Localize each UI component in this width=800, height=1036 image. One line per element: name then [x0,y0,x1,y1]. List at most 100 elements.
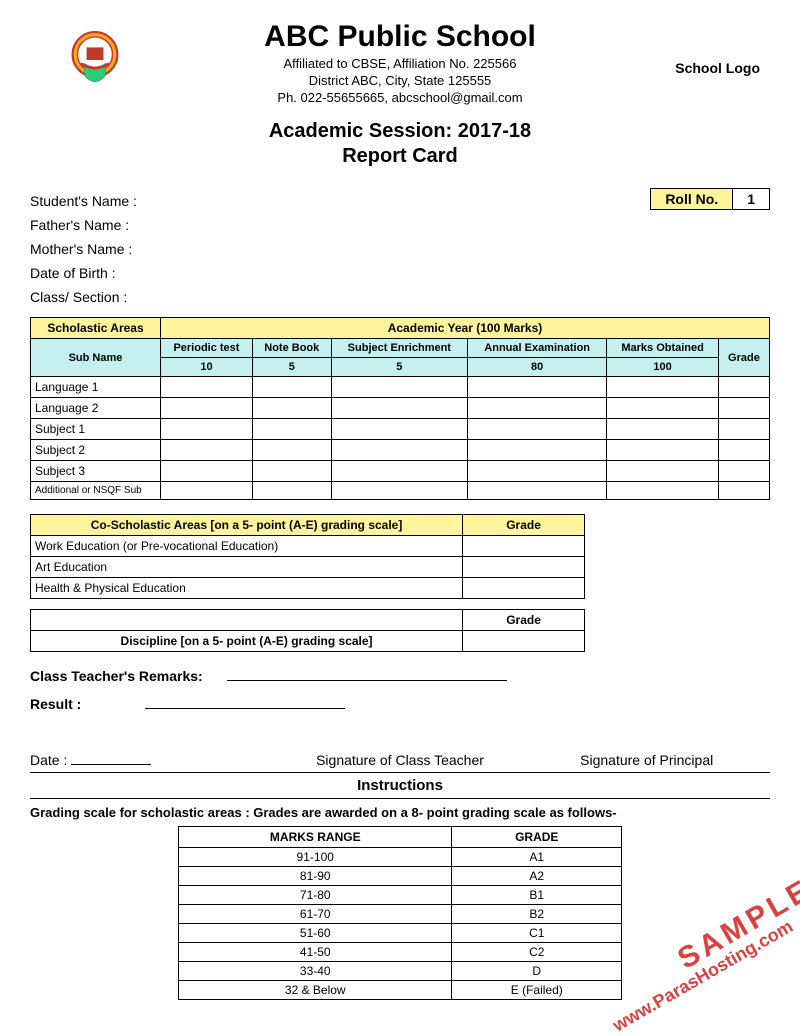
col-annual: Annual Examination [468,339,607,358]
report-card-title: Report Card [30,145,770,168]
grade-value: C2 [452,943,622,962]
table-row: 32 & BelowE (Failed) [179,981,622,1000]
affiliation-line-3: Ph. 022-55655665, abcschool@gmail.com [30,90,770,105]
grade-value: B2 [452,905,622,924]
grade-header: GRADE [452,827,622,848]
table-row: Subject 2 [31,440,770,461]
max-marks: 100 [607,358,719,377]
table-row: Health & Physical Education [31,578,585,599]
remarks-row: Class Teacher's Remarks: [30,668,770,684]
remarks-line [227,680,507,681]
result-line [145,708,345,709]
table-row: Subject 1 [31,419,770,440]
table-row: Language 2 [31,398,770,419]
grading-text: Grading scale for scholastic areas : Gra… [30,805,770,820]
student-info-block: Student's Name : Roll No.1 Father's Name… [30,193,770,305]
co-area: Health & Physical Education [31,578,463,599]
marks-range: 32 & Below [179,981,452,1000]
marks-range: 33-40 [179,962,452,981]
header: School Logo ABC Public School Affiliated… [30,20,770,168]
result-row: Result : [30,696,770,712]
table-row: Additional or NSQF Sub [31,482,770,500]
col-marks: Marks Obtained [607,339,719,358]
roll-no-value: 1 [733,188,770,210]
grading-scale-table: MARKS RANGE GRADE 91-100A181-90A271-80B1… [178,826,622,1000]
teacher-signature: Signature of Class Teacher [277,752,524,768]
class-section-label: Class/ Section : [30,289,770,305]
co-scholastic-table: Co-Scholastic Areas [on a 5- point (A-E)… [30,514,585,599]
roll-no-label: Roll No. [650,188,733,210]
watermark: SAMPLE www.ParasHosting.com [594,873,800,1036]
table-row: Language 1 [31,377,770,398]
marks-range: 71-80 [179,886,452,905]
table-row: 71-80B1 [179,886,622,905]
session-title: Academic Session: 2017-18 [30,120,770,143]
divider [30,798,770,799]
subject-name: Language 1 [31,377,161,398]
school-crest-icon [60,25,130,95]
grade-value: E (Failed) [452,981,622,1000]
scholastic-areas-header: Scholastic Areas [31,318,161,339]
marks-range: 91-100 [179,848,452,867]
date-label: Date : [30,752,67,768]
dob-label: Date of Birth : [30,265,770,281]
sub-name-header: Sub Name [31,339,161,377]
student-name-label: Student's Name : [30,193,137,209]
affiliation-line-1: Affiliated to CBSE, Affiliation No. 2255… [30,56,770,71]
col-notebook: Note Book [252,339,331,358]
subject-name: Subject 2 [31,440,161,461]
remarks-label: Class Teacher's Remarks: [30,668,203,684]
table-row: 33-40D [179,962,622,981]
instructions-title: Instructions [30,777,770,794]
academic-year-header: Academic Year (100 Marks) [161,318,770,339]
max-periodic: 10 [161,358,253,377]
col-enrichment: Subject Enrichment [331,339,467,358]
marks-range: 81-90 [179,867,452,886]
grade-value: A1 [452,848,622,867]
father-name-label: Father's Name : [30,217,770,233]
marks-range-header: MARKS RANGE [179,827,452,848]
table-row: 51-60C1 [179,924,622,943]
discipline-table: Grade Discipline [on a 5- point (A-E) gr… [30,609,585,652]
principal-signature: Signature of Principal [523,752,770,768]
grade-value: D [452,962,622,981]
table-row: Art Education [31,557,585,578]
grade-value: B1 [452,886,622,905]
affiliation-line-2: District ABC, City, State 125555 [30,73,770,88]
marks-range: 61-70 [179,905,452,924]
roll-no-box: Roll No.1 [650,188,770,210]
school-name: ABC Public School [30,20,770,54]
divider [30,772,770,773]
subject-name: Language 2 [31,398,161,419]
marks-range: 41-50 [179,943,452,962]
co-scholastic-header: Co-Scholastic Areas [on a 5- point (A-E)… [31,515,463,536]
mother-name-label: Mother's Name : [30,241,770,257]
subject-name: Subject 3 [31,461,161,482]
co-grade-header: Grade [463,515,585,536]
col-grade: Grade [718,339,769,377]
max-notebook: 5 [252,358,331,377]
col-periodic: Periodic test [161,339,253,358]
table-row: Subject 3 [31,461,770,482]
watermark-sample: SAMPLE [672,873,800,977]
marks-range: 51-60 [179,924,452,943]
co-area: Work Education (or Pre-vocational Educat… [31,536,463,557]
watermark-url: www.ParasHosting.com [609,899,800,1036]
table-row: 41-50C2 [179,943,622,962]
co-area: Art Education [31,557,463,578]
table-row: 61-70B2 [179,905,622,924]
scholastic-table: Scholastic Areas Academic Year (100 Mark… [30,317,770,500]
grade-value: C1 [452,924,622,943]
table-row: 91-100A1 [179,848,622,867]
signature-row: Date : Signature of Class Teacher Signat… [30,752,770,768]
grade-value: A2 [452,867,622,886]
max-enrichment: 5 [331,358,467,377]
discipline-header: Discipline [on a 5- point (A-E) grading … [31,631,463,652]
max-annual: 80 [468,358,607,377]
discipline-grade-header: Grade [463,610,585,631]
subject-name: Additional or NSQF Sub [31,482,161,500]
table-row: Work Education (or Pre-vocational Educat… [31,536,585,557]
school-logo-label: School Logo [675,60,760,76]
subject-name: Subject 1 [31,419,161,440]
table-row: 81-90A2 [179,867,622,886]
